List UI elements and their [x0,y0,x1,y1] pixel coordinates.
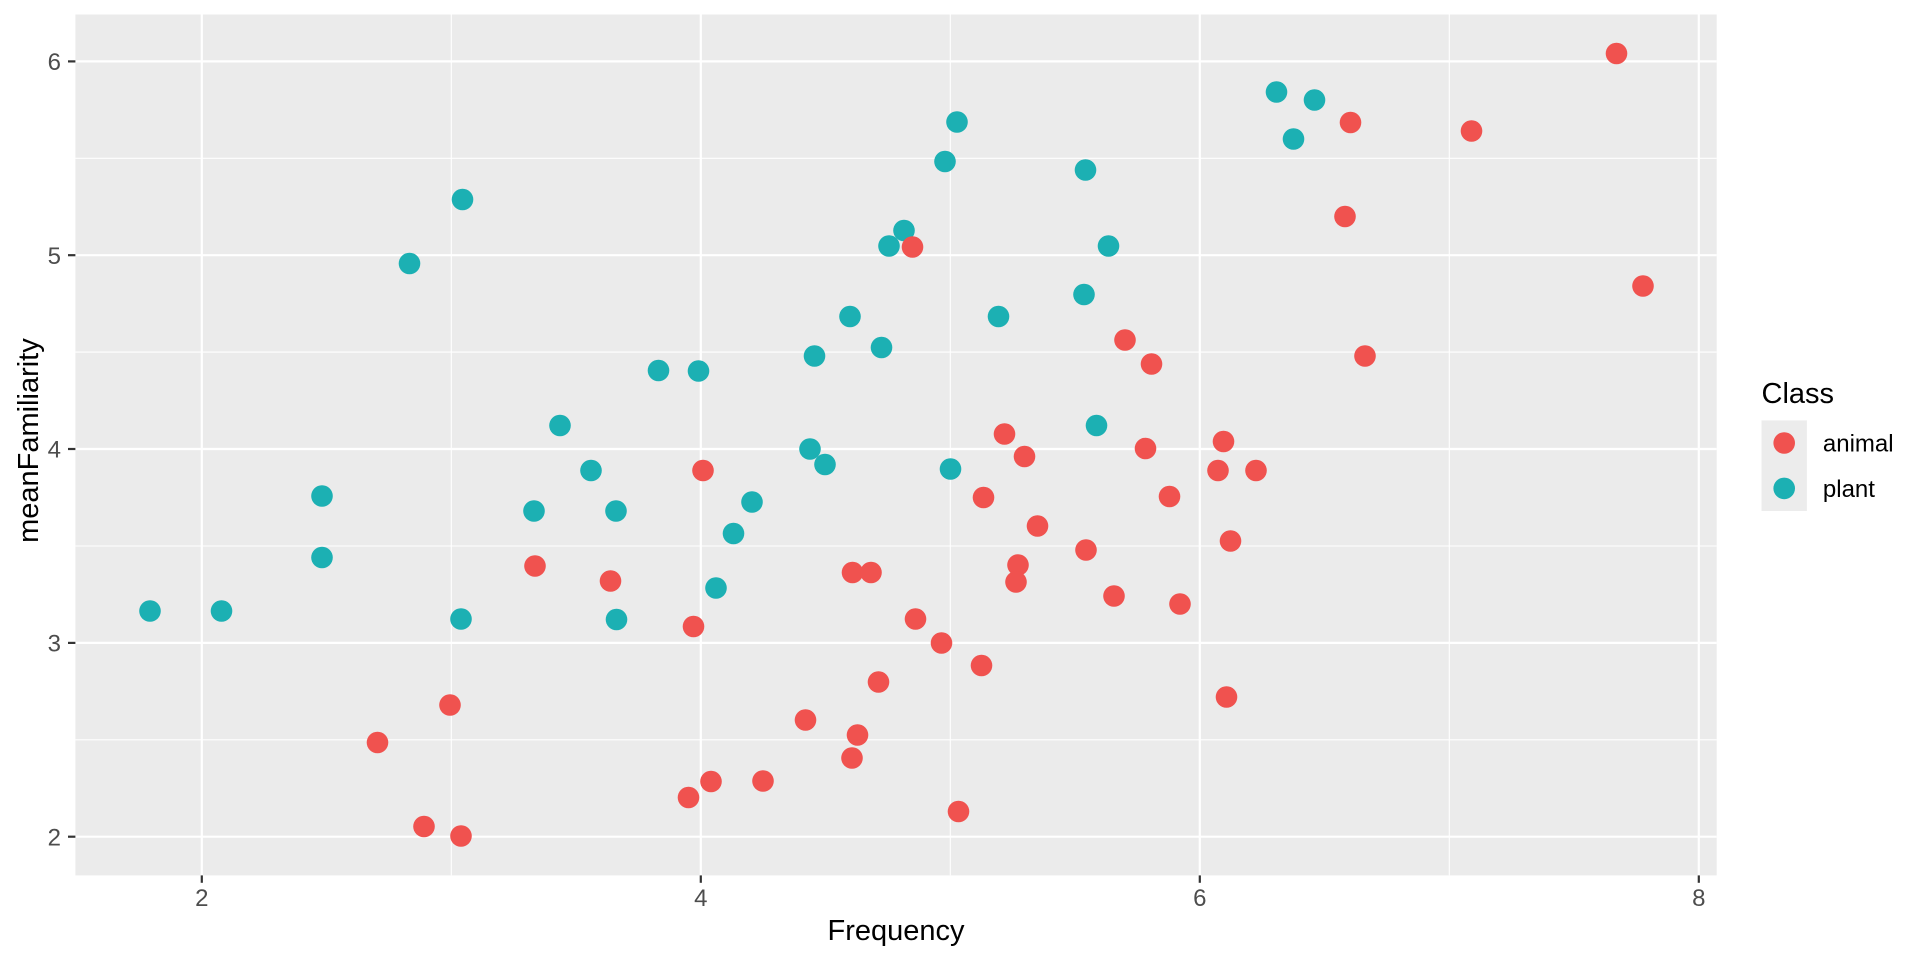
svg-text:8: 8 [1692,885,1705,912]
svg-text:3: 3 [48,631,61,658]
svg-text:animal: animal [1823,431,1894,458]
svg-text:4: 4 [48,437,61,464]
svg-text:2: 2 [195,885,208,912]
svg-text:5: 5 [48,243,61,270]
svg-text:4: 4 [694,885,707,912]
svg-text:6: 6 [1193,885,1206,912]
svg-text:2: 2 [48,824,61,851]
svg-text:plant: plant [1823,476,1875,503]
svg-text:Frequency: Frequency [827,915,965,947]
svg-text:Class: Class [1762,378,1835,410]
svg-text:meanFamiliarity: meanFamiliarity [13,338,45,543]
svg-text:6: 6 [48,49,61,76]
